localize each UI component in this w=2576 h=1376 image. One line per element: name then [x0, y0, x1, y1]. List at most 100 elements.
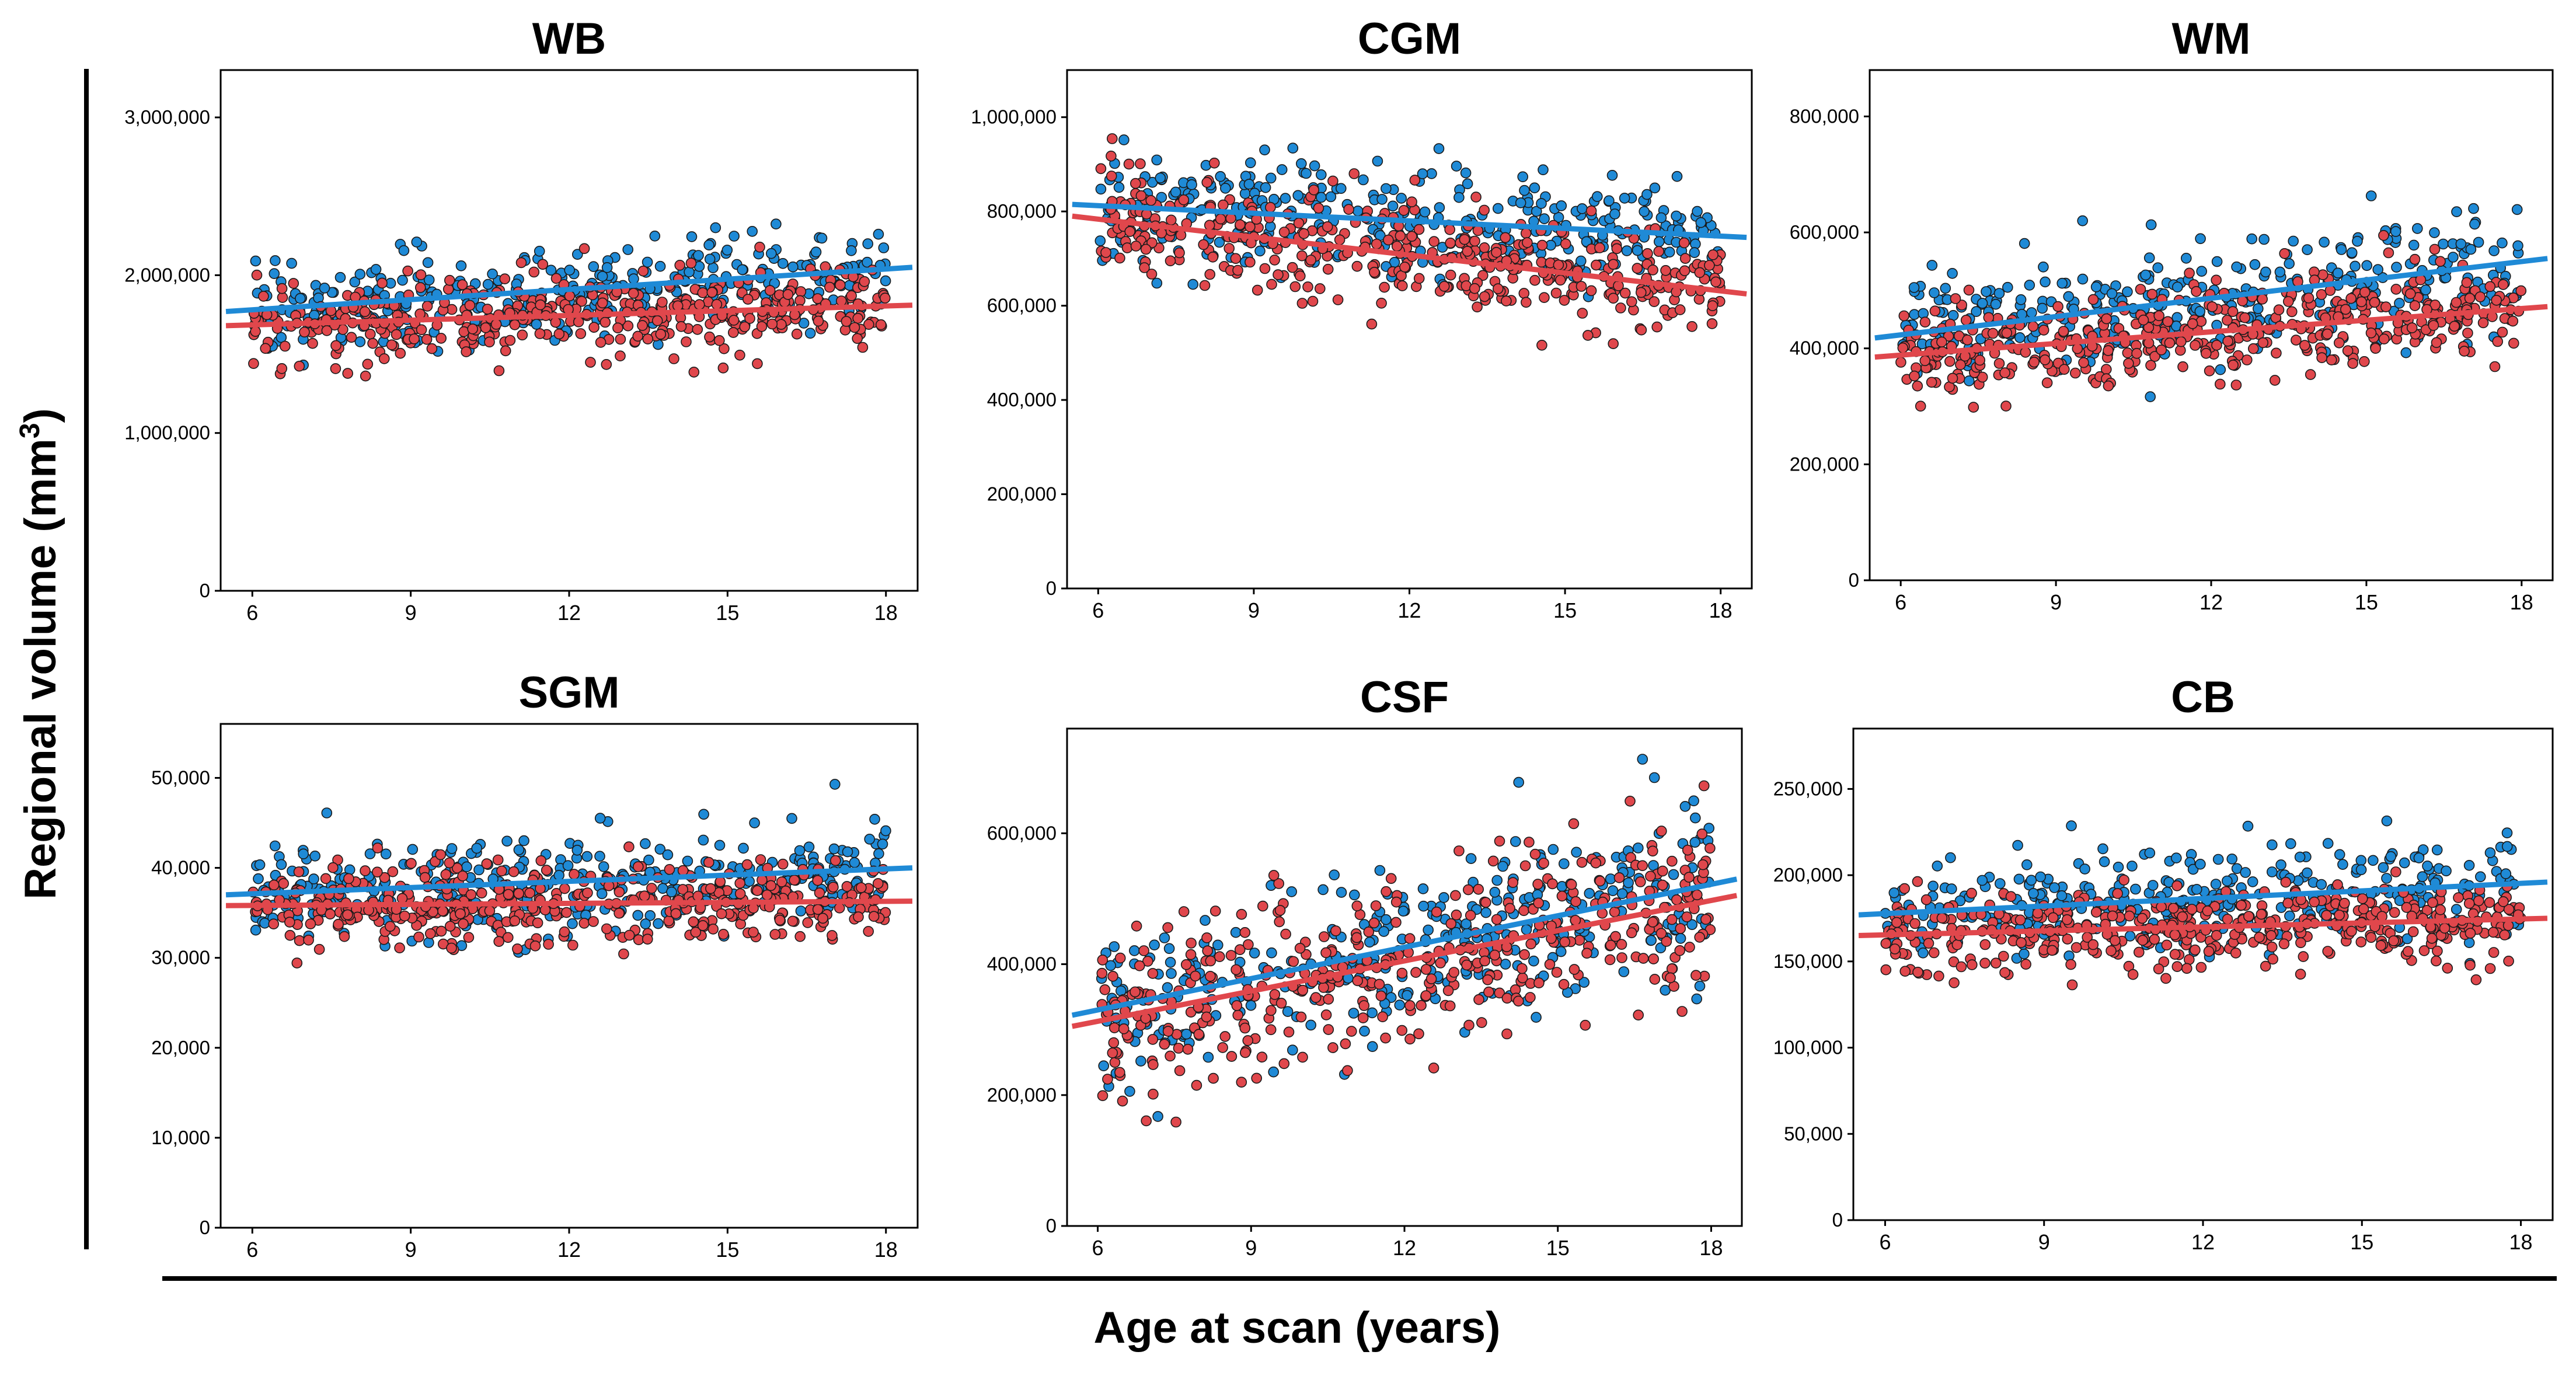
- data-point-red: [537, 259, 549, 270]
- data-point-red: [1647, 845, 1658, 857]
- data-point-red: [339, 931, 350, 942]
- data-point-red: [2432, 945, 2443, 957]
- data-point-red: [615, 350, 626, 362]
- data-point-blue: [2465, 243, 2477, 255]
- data-point-red: [482, 304, 493, 315]
- y-tick-label-wb: 0: [200, 580, 210, 601]
- data-point-red: [2243, 911, 2254, 922]
- data-point-red: [1704, 260, 1715, 271]
- data-point-red: [2027, 321, 2039, 332]
- data-point-blue: [786, 813, 797, 824]
- data-point-red: [2061, 914, 2073, 925]
- data-point-blue: [1932, 861, 1943, 872]
- data-point-blue: [1592, 191, 1603, 203]
- data-point-red: [2256, 908, 2267, 920]
- data-point-blue: [364, 848, 376, 859]
- data-point-red: [426, 343, 438, 354]
- data-point-red: [284, 917, 295, 928]
- data-point-red: [2431, 955, 2442, 967]
- data-point-blue: [721, 245, 733, 256]
- data-point-red: [1518, 288, 1530, 299]
- data-point-red: [1124, 226, 1135, 237]
- data-point-red: [1413, 224, 1425, 235]
- data-point-red: [1675, 923, 1686, 934]
- data-point-blue: [1317, 884, 1329, 896]
- data-point-red: [1521, 297, 1532, 308]
- data-point-red: [564, 290, 576, 302]
- data-point-red: [1159, 1039, 1170, 1050]
- data-point-red: [1217, 1042, 1228, 1053]
- data-point-red: [2402, 946, 2414, 957]
- data-point-red: [1525, 992, 1536, 1003]
- data-point-red: [1274, 905, 1286, 916]
- data-point-blue: [2497, 237, 2508, 249]
- data-point-red: [1477, 270, 1489, 281]
- data-point-blue: [571, 249, 583, 260]
- data-point-red: [1235, 219, 1246, 231]
- data-point-red: [1318, 982, 1329, 993]
- data-point-blue: [270, 255, 281, 266]
- data-point-red: [1536, 239, 1548, 251]
- data-point-blue: [1971, 306, 1982, 318]
- data-point-blue: [1438, 892, 1449, 903]
- data-point-blue: [1418, 900, 1429, 912]
- data-point-blue: [1402, 990, 1413, 1001]
- data-point-blue: [654, 844, 666, 855]
- data-point-red: [1162, 922, 1173, 933]
- data-point-red: [2171, 961, 2183, 972]
- data-point-blue: [1578, 977, 1589, 988]
- data-point-red: [1608, 292, 1619, 304]
- data-point-red: [1610, 931, 1621, 942]
- x-tick-label-wb: 15: [716, 601, 739, 625]
- data-point-red: [582, 887, 593, 898]
- data-point-red: [402, 265, 413, 277]
- data-point-red: [743, 294, 754, 305]
- data-point-red: [697, 920, 709, 931]
- data-point-blue: [1376, 194, 1388, 205]
- data-point-red: [1178, 906, 1190, 917]
- data-point-blue: [1381, 914, 1392, 925]
- data-point-red: [1425, 973, 1437, 984]
- points-csf: [1096, 754, 1716, 1128]
- data-point-red: [502, 932, 514, 943]
- data-point-blue: [1397, 905, 1409, 917]
- data-point-red: [1223, 243, 1235, 254]
- data-point-red: [2236, 900, 2247, 911]
- data-point-red: [1148, 1059, 1159, 1070]
- data-point-red: [508, 866, 520, 877]
- data-point-blue: [2484, 847, 2496, 858]
- data-point-red: [268, 879, 280, 891]
- data-point-red: [1322, 221, 1333, 232]
- data-point-red: [1240, 1047, 1251, 1058]
- data-point-red: [1214, 951, 1225, 962]
- data-point-red: [744, 313, 755, 324]
- x-tick-label-sgm: 9: [405, 1238, 417, 1262]
- data-point-red: [534, 328, 546, 339]
- data-point-red: [1431, 906, 1442, 918]
- data-point-red: [2375, 940, 2386, 951]
- data-point-blue: [2350, 260, 2361, 272]
- data-point-red: [1239, 927, 1251, 938]
- chart-title-cb: CB: [2171, 673, 2235, 722]
- data-point-red: [1346, 1026, 1357, 1037]
- data-point-blue: [642, 256, 653, 268]
- data-point-red: [305, 918, 316, 929]
- data-point-red: [1296, 298, 1308, 309]
- data-point-red: [435, 333, 447, 344]
- data-point-red: [2123, 358, 2134, 369]
- data-point-red: [2390, 866, 2401, 877]
- data-point-red: [1529, 848, 1541, 860]
- data-point-blue: [471, 842, 483, 854]
- data-point-red: [1352, 975, 1363, 987]
- data-point-red: [1146, 269, 1158, 280]
- data-point-blue: [2144, 847, 2156, 859]
- data-point-red: [480, 322, 492, 333]
- data-point-red: [1208, 1072, 1219, 1084]
- x-tick-label-cgm: 15: [1553, 598, 1577, 622]
- data-point-blue: [1918, 947, 1929, 959]
- data-point-red: [853, 911, 864, 922]
- data-point-red: [1983, 312, 1995, 323]
- data-point-red: [2168, 903, 2179, 914]
- data-point-blue: [422, 257, 434, 269]
- data-point-blue: [1129, 945, 1140, 956]
